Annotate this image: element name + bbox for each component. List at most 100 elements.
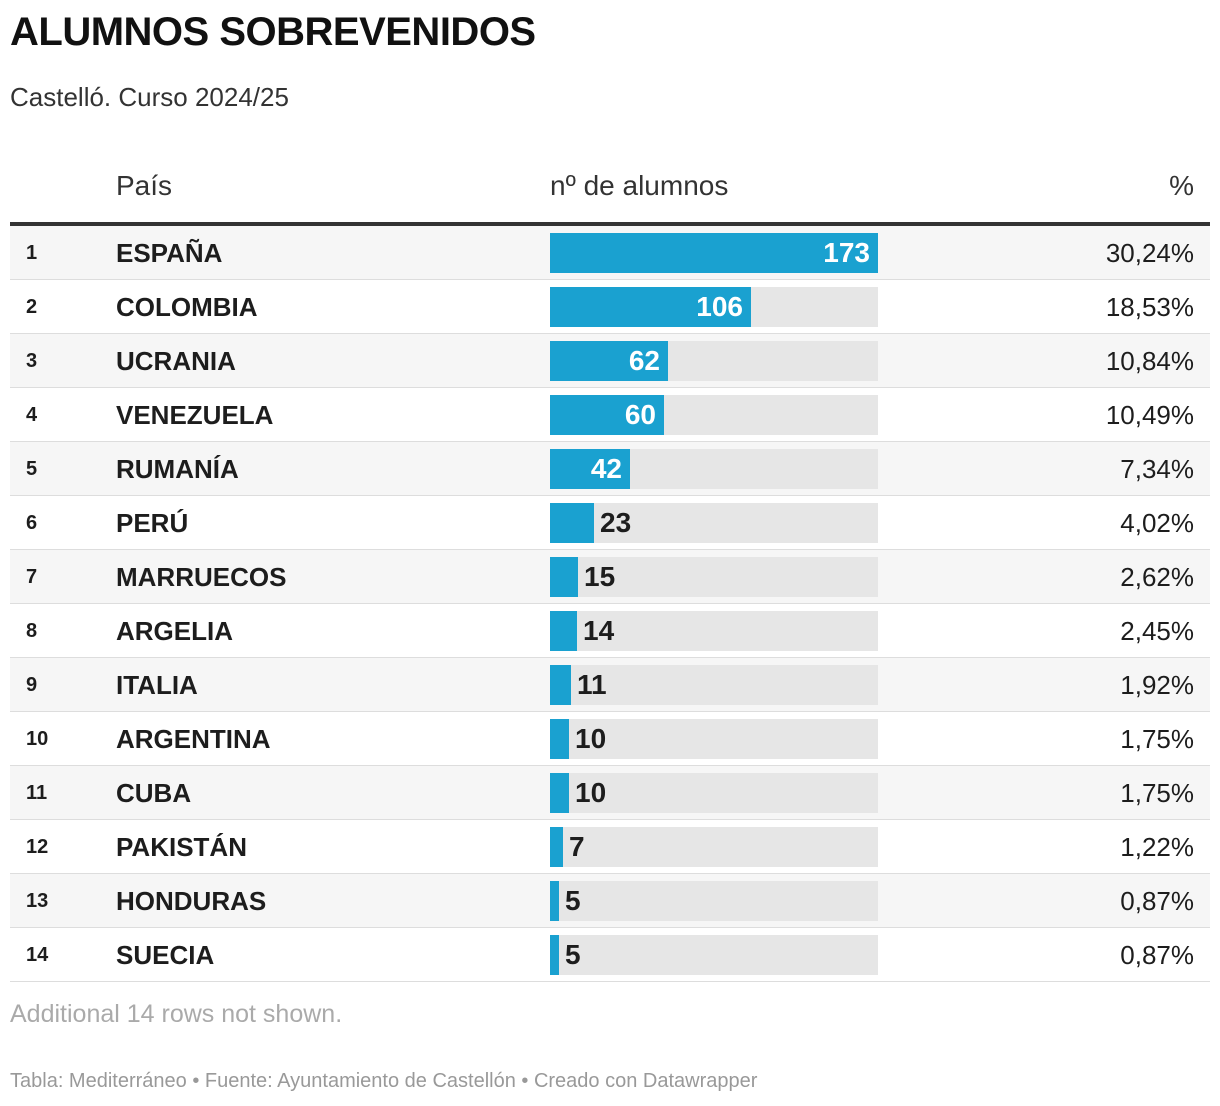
row-country: RUMANÍA [116, 454, 239, 484]
table-row: 8 ARGELIA 14 2,45% [10, 604, 1210, 658]
row-rank: 5 [26, 458, 38, 480]
bar-track: 62 [550, 341, 878, 381]
row-country: ESPAÑA [116, 238, 223, 268]
bar-value-label: 7 [569, 831, 585, 862]
bar-track: 10 [550, 719, 878, 759]
bar-value-label: 173 [823, 237, 870, 268]
row-percent: 1,75% [1120, 724, 1194, 754]
table-row: 3 UCRANIA 62 10,84% [10, 334, 1210, 388]
bar-fill [550, 719, 569, 759]
row-rank: 3 [26, 350, 38, 372]
bar-fill [550, 665, 571, 705]
table-row: 6 PERÚ 23 4,02% [10, 496, 1210, 550]
bar-fill [550, 449, 630, 489]
table-row: 10 ARGENTINA 10 1,75% [10, 712, 1210, 766]
row-rank: 9 [26, 674, 38, 696]
table-row: 2 COLOMBIA 106 18,53% [10, 280, 1210, 334]
row-rank: 7 [26, 566, 38, 588]
row-percent: 30,24% [1105, 238, 1194, 268]
table-row: 9 ITALIA 11 1,92% [10, 658, 1210, 712]
row-rank: 14 [26, 944, 49, 966]
row-percent: 1,92% [1120, 670, 1194, 700]
row-country: PERÚ [116, 508, 189, 538]
column-header-country[interactable]: País [116, 170, 173, 201]
bar-track: 7 [550, 827, 878, 867]
bar-value-label: 14 [583, 615, 615, 646]
bar-track: 15 [550, 557, 878, 597]
row-country: SUECIA [116, 940, 215, 970]
bar-fill [550, 341, 668, 381]
bar-value-label: 11 [577, 669, 607, 700]
row-country: CUBA [116, 778, 192, 808]
row-percent: 10,49% [1105, 400, 1194, 430]
table-row: 5 RUMANÍA 42 7,34% [10, 442, 1210, 496]
row-country: COLOMBIA [116, 292, 258, 322]
bar-track: 23 [550, 503, 878, 543]
row-country: ITALIA [116, 670, 198, 700]
table-body: 1 ESPAÑA 173 30,24% 2 COLOMBIA 106 18,53% 3 UCRAN… [10, 226, 1210, 982]
bar-value-label: 5 [565, 885, 581, 916]
bar-value-label: 23 [600, 507, 632, 538]
row-country: MARRUECOS [116, 562, 287, 592]
data-table: País nº de alumnos % 1 ESPAÑA 173 30,24% 2 CO… [10, 160, 1210, 982]
table-row: 14 SUECIA 5 0,87% [10, 928, 1210, 982]
row-rank: 8 [26, 620, 38, 642]
bar-value-label: 10 [575, 723, 607, 754]
row-rank: 12 [26, 836, 49, 858]
bar-fill [550, 503, 594, 543]
row-percent: 7,34% [1120, 454, 1194, 484]
bar-track: 5 [550, 935, 878, 975]
row-rank: 11 [26, 782, 48, 804]
bar-fill [550, 881, 559, 921]
bar-fill [550, 773, 569, 813]
bar-value-label: 106 [696, 291, 743, 322]
table-row: 4 VENEZUELA 60 10,49% [10, 388, 1210, 442]
row-rank: 1 [26, 242, 38, 264]
row-rank: 6 [26, 512, 38, 534]
row-percent: 0,87% [1120, 886, 1194, 916]
chart-title: ALUMNOS SOBREVENIDOS [10, 10, 536, 54]
column-header-percent[interactable]: % [1169, 170, 1194, 201]
bar-value-label: 5 [565, 939, 581, 970]
bar-fill [550, 611, 577, 651]
bar-fill [550, 395, 664, 435]
bar-track: 42 [550, 449, 878, 489]
row-rank: 10 [26, 728, 49, 750]
row-country: PAKISTÁN [116, 832, 247, 862]
table-row: 7 MARRUECOS 15 2,62% [10, 550, 1210, 604]
row-country: ARGELIA [116, 616, 233, 646]
table-row: 11 CUBA 10 1,75% [10, 766, 1210, 820]
row-percent: 18,53% [1105, 292, 1194, 322]
row-rank: 4 [26, 404, 38, 426]
bar-value-label: 62 [628, 345, 660, 376]
bar-track: 173 [550, 233, 878, 273]
table-header: País nº de alumnos % [10, 160, 1210, 226]
row-country: UCRANIA [116, 346, 236, 376]
bar-value-label: 60 [624, 399, 656, 430]
bar-track: 60 [550, 395, 878, 435]
bar-track: 10 [550, 773, 878, 813]
row-rank: 13 [26, 890, 49, 912]
bar-fill [550, 233, 878, 273]
row-percent: 0,87% [1120, 940, 1194, 970]
row-rank: 2 [26, 296, 38, 318]
bar-track: 14 [550, 611, 878, 651]
row-percent: 1,22% [1120, 832, 1194, 862]
bar-value-label: 42 [590, 453, 622, 484]
table-row: 12 PAKISTÁN 7 1,22% [10, 820, 1210, 874]
bar-value-label: 15 [584, 561, 616, 592]
bar-track: 11 [550, 665, 878, 705]
table-row: 1 ESPAÑA 173 30,24% [10, 226, 1210, 280]
bar-value-label: 10 [575, 777, 607, 808]
row-percent: 10,84% [1105, 346, 1194, 376]
credits-footer: Tabla: Mediterráneo • Fuente: Ayuntamien… [10, 1070, 758, 1092]
bar-track: 5 [550, 881, 878, 921]
row-country: ARGENTINA [116, 724, 271, 754]
bar-fill [550, 827, 563, 867]
bar-track: 106 [550, 287, 878, 327]
table-row: 13 HONDURAS 5 0,87% [10, 874, 1210, 928]
row-percent: 4,02% [1120, 508, 1194, 538]
column-header-count[interactable]: nº de alumnos [550, 170, 729, 201]
chart-subtitle: Castelló. Curso 2024/25 [10, 82, 289, 112]
row-percent: 2,45% [1120, 616, 1194, 646]
